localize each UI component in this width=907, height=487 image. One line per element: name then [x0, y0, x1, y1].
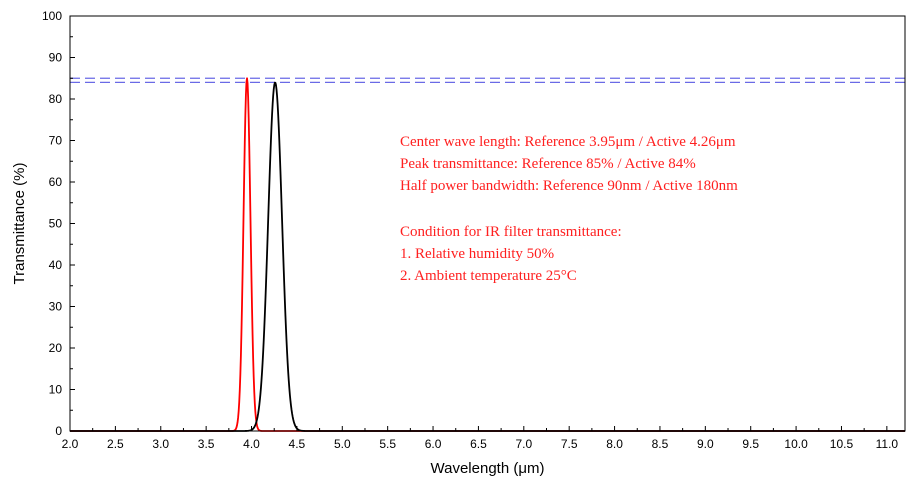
x-tick-label: 10.0	[784, 437, 808, 451]
y-tick-label: 90	[49, 51, 63, 65]
x-tick-label: 6.5	[470, 437, 487, 451]
x-tick-label: 3.0	[152, 437, 169, 451]
x-tick-label: 8.0	[606, 437, 623, 451]
annotation-conditions: Condition for IR filter transmittance: 1.…	[400, 224, 622, 284]
x-tick-label: 2.5	[107, 437, 124, 451]
annotation-line: Center wave length: Reference 3.95μm / A…	[400, 134, 736, 150]
y-tick-label: 60	[49, 175, 63, 189]
x-tick-label: 3.5	[198, 437, 215, 451]
y-tick-label: 40	[49, 258, 63, 272]
annotation-line: 1. Relative humidity 50%	[400, 246, 554, 262]
x-tick-label: 4.0	[243, 437, 260, 451]
x-tick-label: 9.0	[697, 437, 714, 451]
y-tick-label: 100	[42, 9, 62, 23]
x-tick-label: 2.0	[62, 437, 79, 451]
x-tick-label: 6.0	[425, 437, 442, 451]
x-tick-label: 9.5	[742, 437, 759, 451]
x-axis-ticks: 2.0 2.5 3.0 3.5 4.0 4.5 5.0 5.5 6.0 6.5 7.0 7.5 8.0 8…	[62, 426, 899, 451]
x-tick-label: 11.0	[876, 437, 899, 451]
y-tick-label: 30	[49, 300, 63, 314]
x-axis-label: Wavelength (μm)	[431, 460, 545, 477]
x-tick-label: 5.0	[334, 437, 351, 451]
annotation-line: Peak transmittance: Reference 85% / Acti…	[400, 156, 696, 172]
x-tick-label: 8.5	[652, 437, 669, 451]
y-tick-label: 10	[49, 383, 63, 397]
y-axis-ticks: 0 10 20 30 40 50 60 70 80 90 100	[42, 9, 75, 438]
annotation-line: 2. Ambient temperature 25°C	[400, 268, 577, 284]
y-tick-label: 0	[55, 424, 62, 438]
annotation-specs: Center wave length: Reference 3.95μm / A…	[400, 134, 738, 194]
annotation-line: Condition for IR filter transmittance:	[400, 224, 622, 240]
annotation-line: Half power bandwidth: Reference 90nm / A…	[400, 178, 738, 194]
y-tick-label: 70	[49, 134, 63, 148]
x-tick-label: 5.5	[379, 437, 396, 451]
x-tick-label: 7.0	[515, 437, 532, 451]
y-axis-label: Transmittance (%)	[11, 163, 28, 285]
x-tick-label: 7.5	[561, 437, 578, 451]
x-tick-label: 10.5	[830, 437, 854, 451]
y-tick-label: 80	[49, 92, 63, 106]
x-tick-label: 4.5	[289, 437, 306, 451]
y-tick-label: 20	[49, 341, 63, 355]
reference-lines	[70, 77, 905, 84]
y-tick-label: 50	[49, 217, 63, 231]
